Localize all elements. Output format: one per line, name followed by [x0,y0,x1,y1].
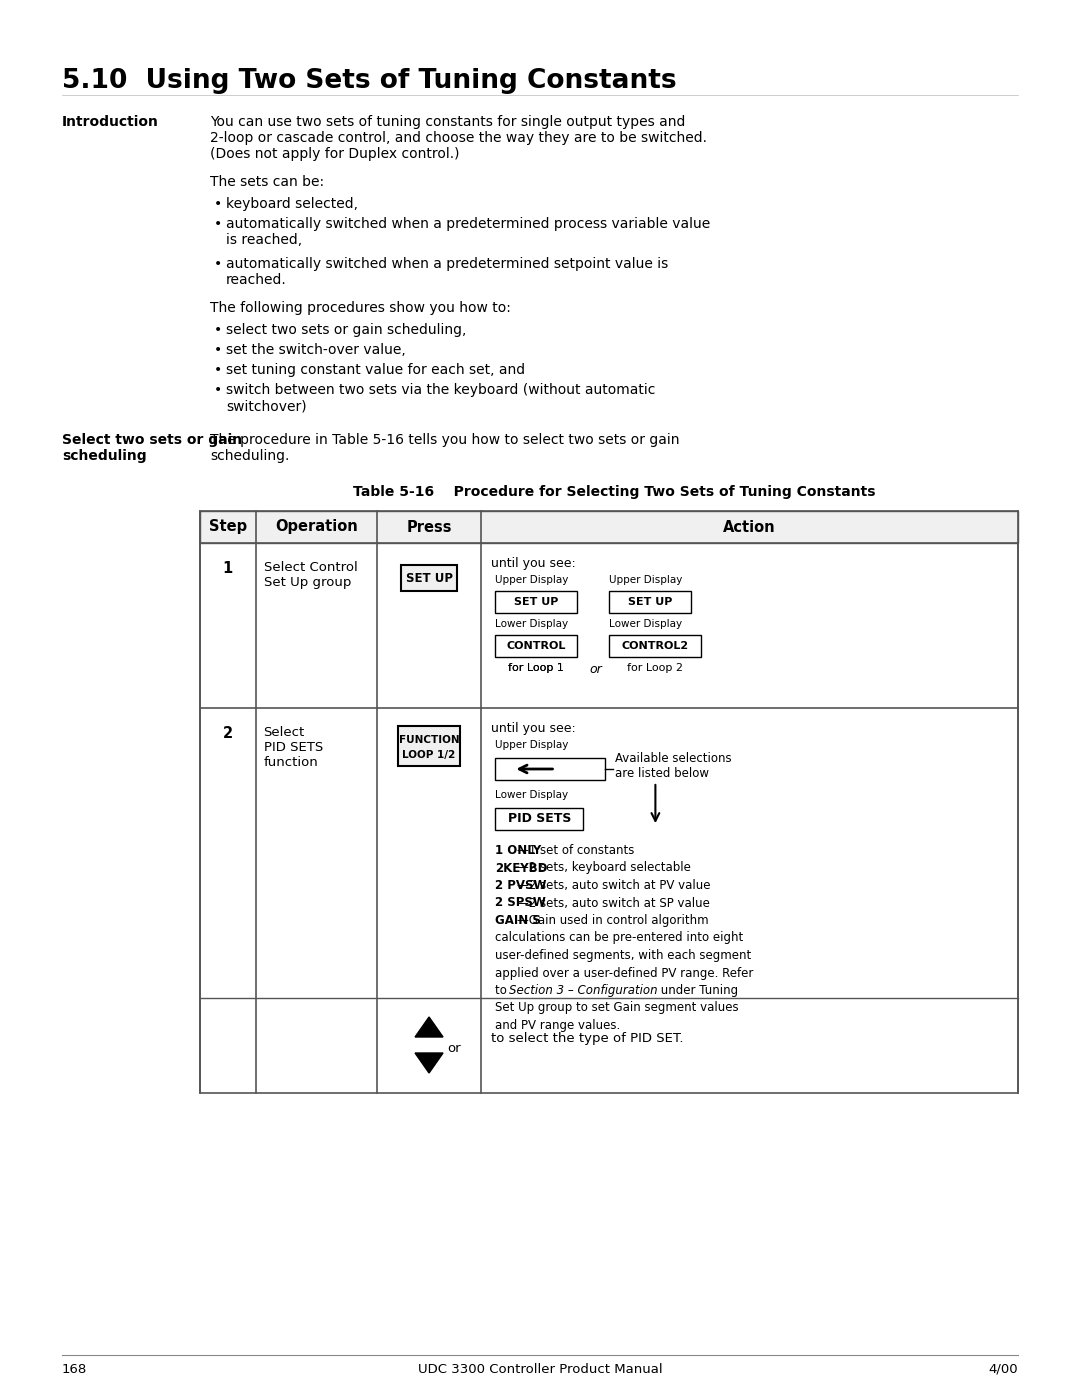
Bar [496,591,578,613]
Text: keyboard selected,: keyboard selected, [226,197,357,211]
Text: for Loop 1: for Loop 1 [509,664,565,673]
Text: to: to [496,983,511,997]
Text: 2KEYBD: 2KEYBD [496,862,548,875]
Text: for Loop 1: for Loop 1 [509,664,565,673]
Text: set tuning constant value for each set, and: set tuning constant value for each set, … [226,363,525,377]
Bar [496,807,583,830]
Text: The following procedures show you how to:: The following procedures show you how to… [210,300,511,314]
Text: Available selections
are listed below: Available selections are listed below [616,752,732,780]
Text: 2 PVSW: 2 PVSW [496,879,546,893]
Text: —Gain used in control algorithm: —Gain used in control algorithm [517,914,710,928]
Text: CONTROL2: CONTROL2 [622,641,689,651]
Text: automatically switched when a predetermined setpoint value is
reached.: automatically switched when a predetermi… [226,257,669,288]
Text: PID SETS: PID SETS [508,813,571,826]
Bar [496,759,606,780]
Text: switch between two sets via the keyboard (without automatic
switchover): switch between two sets via the keyboard… [226,383,656,414]
Text: SET UP: SET UP [514,597,558,608]
Text: Select two sets or gain
scheduling: Select two sets or gain scheduling [62,433,242,464]
Text: 2: 2 [222,726,233,740]
Text: Introduction: Introduction [62,115,159,129]
Bar [200,511,1018,543]
Text: You can use two sets of tuning constants for single output types and
2-loop or c: You can use two sets of tuning constants… [210,115,707,162]
Text: Lower Display: Lower Display [609,619,683,629]
Text: 168: 168 [62,1363,87,1376]
Text: under Tuning: under Tuning [658,983,739,997]
Bar [401,564,457,591]
Text: 2 SPSW: 2 SPSW [496,897,546,909]
Text: set the switch-over value,: set the switch-over value, [226,344,406,358]
Text: applied over a user-defined PV range. Refer: applied over a user-defined PV range. Re… [496,967,754,979]
Text: —1 set of constants: —1 set of constants [517,844,635,856]
Text: CONTROL: CONTROL [507,641,566,651]
Text: select two sets or gain scheduling,: select two sets or gain scheduling, [226,323,467,337]
Text: Upper Display: Upper Display [609,576,683,585]
Text: Action: Action [724,520,777,535]
Polygon shape [415,1017,443,1037]
Text: automatically switched when a predetermined process variable value
is reached,: automatically switched when a predetermi… [226,217,711,247]
Text: Set Up group to set Gain segment values: Set Up group to set Gain segment values [496,1002,739,1014]
Text: —2 sets, auto switch at PV value: —2 sets, auto switch at PV value [517,879,711,893]
Text: Step: Step [208,520,247,535]
Text: and PV range values.: and PV range values. [496,1018,621,1032]
Text: SET UP: SET UP [406,571,453,584]
Text: or: or [447,1042,461,1056]
Text: 5.10  Using Two Sets of Tuning Constants: 5.10 Using Two Sets of Tuning Constants [62,68,677,94]
Text: FUNCTION: FUNCTION [399,735,459,745]
Bar [200,511,1018,1092]
Text: •: • [214,217,222,231]
Text: Press: Press [406,520,451,535]
Bar [399,726,460,766]
Text: The sets can be:: The sets can be: [210,175,324,189]
Text: •: • [214,344,222,358]
Text: SET UP: SET UP [629,597,673,608]
Text: Upper Display: Upper Display [496,576,569,585]
Text: Section 3 – Configuration: Section 3 – Configuration [510,983,658,997]
Text: for Loop 2: for Loop 2 [627,664,684,673]
Text: GAIN S: GAIN S [496,914,541,928]
Text: Lower Display: Lower Display [496,619,568,629]
Text: to select the type of PID SET.: to select the type of PID SET. [491,1032,684,1045]
Text: until you see:: until you see: [491,557,576,570]
Text: •: • [214,257,222,271]
Text: Operation: Operation [274,520,357,535]
Text: The procedure in Table 5-16 tells you how to select two sets or gain
scheduling.: The procedure in Table 5-16 tells you ho… [210,433,679,464]
Text: Select
PID SETS
function: Select PID SETS function [264,726,323,768]
Text: 4/00: 4/00 [988,1363,1018,1376]
Bar [609,591,691,613]
Bar [496,636,578,657]
Text: •: • [214,197,222,211]
Text: user-defined segments, with each segment: user-defined segments, with each segment [496,949,752,963]
Text: •: • [214,363,222,377]
Text: LOOP 1/2: LOOP 1/2 [403,750,456,760]
Text: calculations can be pre-entered into eight: calculations can be pre-entered into eig… [496,932,744,944]
Text: Lower Display: Lower Display [496,789,568,800]
Bar [609,636,701,657]
Text: 1: 1 [222,562,233,576]
Text: or: or [590,664,603,676]
Text: •: • [214,323,222,337]
Text: 1 ONLY: 1 ONLY [496,844,542,856]
Polygon shape [415,1053,443,1073]
Text: •: • [214,383,222,397]
Text: until you see:: until you see: [491,722,576,735]
Text: UDC 3300 Controller Product Manual: UDC 3300 Controller Product Manual [418,1363,662,1376]
Text: —2 sets, auto switch at SP value: —2 sets, auto switch at SP value [517,897,711,909]
Text: Table 5-16    Procedure for Selecting Two Sets of Tuning Constants: Table 5-16 Procedure for Selecting Two S… [353,485,875,499]
Text: —2 sets, keyboard selectable: —2 sets, keyboard selectable [517,862,691,875]
Text: Upper Display: Upper Display [496,740,569,750]
Text: Select Control
Set Up group: Select Control Set Up group [264,562,357,590]
